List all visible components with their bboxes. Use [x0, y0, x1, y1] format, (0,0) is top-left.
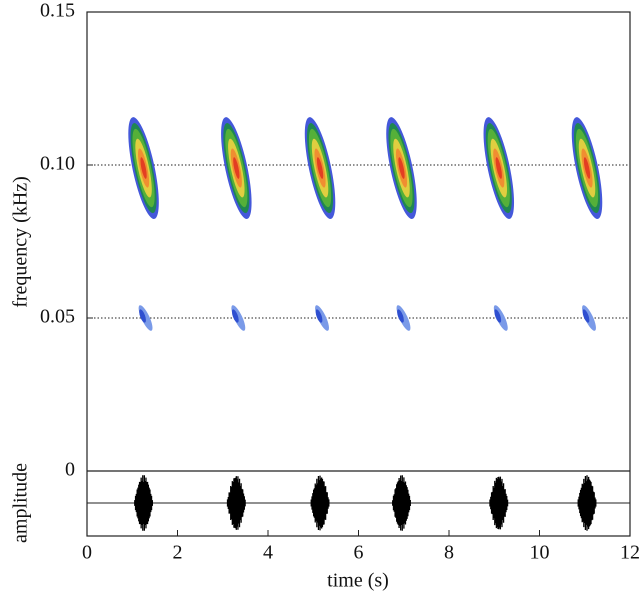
call-energy [398, 157, 405, 179]
amplitude-burst [310, 475, 330, 531]
amplitude-burst [392, 475, 411, 531]
plot-frame [86, 11, 631, 537]
amplitude-burst [489, 476, 509, 530]
call-energy [140, 157, 147, 179]
call-energy [495, 157, 502, 179]
call-energy [316, 157, 324, 179]
x-tick-label: 2 [173, 542, 183, 564]
x-tick-label: 12 [620, 542, 640, 564]
x-tick-label: 0 [82, 542, 92, 564]
harmonic-energy [582, 309, 590, 323]
amplitude-burst [134, 475, 154, 531]
y-tick-label: 0.15 [40, 0, 75, 22]
x-tick-label: 8 [444, 542, 454, 564]
y-tick-label: 0.05 [40, 306, 75, 328]
call-energy [233, 157, 240, 179]
harmonic-energy [315, 309, 323, 323]
amplitude-label: amplitude [10, 463, 32, 543]
x-axis-label: time (s) [327, 570, 389, 592]
x-tick-label: 4 [263, 542, 273, 564]
x-tick-label: 6 [354, 542, 364, 564]
y-axis-label: frequency (kHz) [10, 176, 32, 308]
amplitude-burst [577, 475, 597, 531]
harmonic-energy [139, 309, 146, 323]
amplitude-burst [226, 476, 246, 530]
harmonic-energy [494, 309, 502, 323]
call-energy [583, 157, 591, 179]
x-tick-label: 10 [530, 542, 550, 564]
harmonic-energy [231, 309, 239, 323]
y-tick-label: 0.10 [40, 153, 75, 175]
harmonic-energy [397, 309, 404, 323]
y-tick-label: 0 [65, 459, 75, 481]
